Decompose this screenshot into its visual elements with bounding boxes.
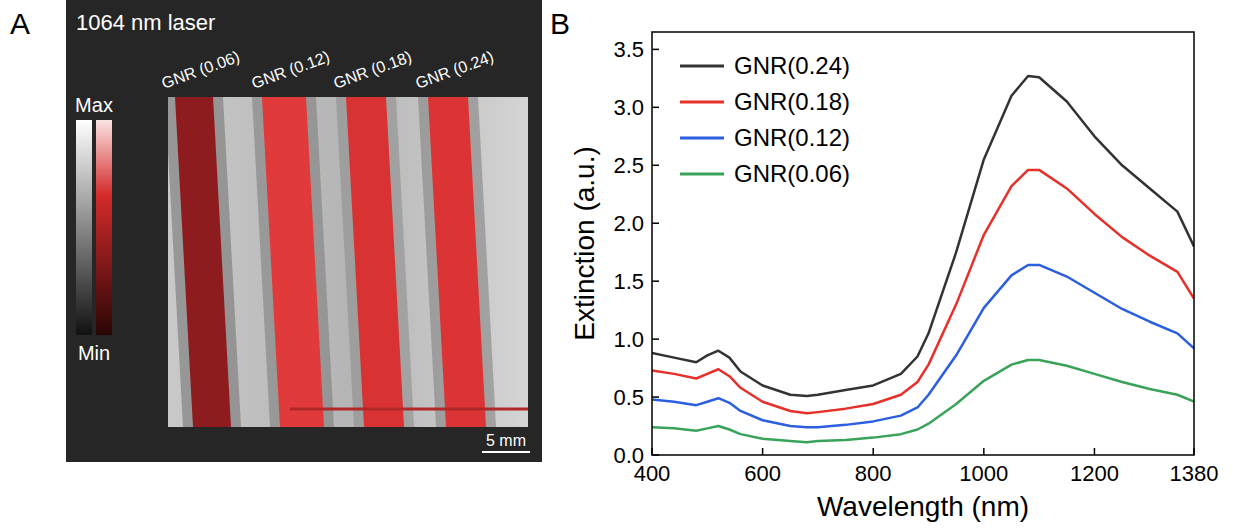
stripe — [346, 97, 404, 427]
stripe — [175, 97, 231, 427]
legend: GNR(0.24) GNR(0.18) GNR(0.12) GNR(0.06) — [680, 52, 850, 187]
legend-label: GNR(0.24) — [734, 52, 850, 79]
colorbar-max: Max — [75, 94, 113, 116]
stripe-label: GNR (0.24) — [413, 48, 496, 92]
stripe-label: GNR (0.12) — [249, 48, 332, 92]
y-tick-label: 2.0 — [613, 211, 644, 236]
y-tick — [652, 165, 659, 167]
y-tick — [652, 396, 659, 398]
panel-a-title: 1064 nm laser — [76, 10, 215, 35]
y-tick — [652, 49, 659, 51]
x-tick — [762, 448, 764, 455]
x-tick-label: 800 — [855, 461, 892, 486]
plot-frame — [652, 32, 1194, 455]
panel-letter: A — [10, 7, 30, 40]
colorbar-red — [96, 120, 112, 335]
series-line — [652, 76, 1194, 396]
legend-swatch — [680, 101, 724, 104]
y-tick — [652, 454, 659, 456]
legend-swatch — [680, 65, 724, 68]
stripe-halo — [252, 97, 334, 427]
stripe-halo — [418, 97, 496, 427]
y-tick-label: 3.0 — [613, 95, 644, 120]
legend-label: GNR(0.06) — [734, 160, 850, 187]
stripe-halo — [168, 97, 241, 427]
series-line — [652, 265, 1194, 427]
x-tick-label: 600 — [744, 461, 781, 486]
x-tick — [1094, 448, 1096, 455]
series-line — [652, 360, 1194, 442]
y-tick — [652, 222, 659, 224]
y-tick — [652, 280, 659, 282]
y-tick-label: 0.5 — [613, 385, 644, 410]
scale-bar-label: 5 mm — [486, 432, 526, 449]
series-line — [652, 170, 1194, 413]
x-tick — [872, 448, 874, 455]
y-tick-label: 0.0 — [613, 443, 644, 468]
figure: 1064 nm laserMaxMinGNR (0.06)GNR (0.12)G… — [0, 0, 1233, 529]
colorbar-min: Min — [78, 342, 110, 364]
y-tick-label: 2.5 — [613, 153, 644, 178]
x-tick-label: 1380 — [1170, 461, 1219, 486]
stripe — [262, 97, 324, 427]
panel-letter: B — [550, 7, 570, 40]
x-axis-title: Wavelength (nm) — [817, 491, 1029, 522]
legend-swatch — [680, 173, 724, 176]
stripe — [428, 97, 486, 427]
y-tick-label: 3.5 — [613, 37, 644, 62]
colorbar-gray — [76, 120, 92, 335]
legend-label: GNR(0.18) — [734, 88, 850, 115]
legend-label: GNR(0.12) — [734, 124, 850, 151]
series-group — [652, 76, 1194, 442]
x-tick-label: 1000 — [959, 461, 1008, 486]
y-tick-label: 1.5 — [613, 269, 644, 294]
y-axis-title: Extinction (a.u.) — [569, 146, 600, 341]
x-tick — [1193, 448, 1195, 455]
image — [168, 97, 528, 427]
stripe-label: GNR (0.06) — [159, 48, 242, 92]
panel-a-background — [66, 0, 542, 462]
y-tick — [652, 107, 659, 109]
panel-b: 4006008001000120013800.00.51.01.52.02.53… — [569, 32, 1218, 522]
y-tick — [652, 338, 659, 340]
legend-swatch — [680, 137, 724, 140]
tube-line — [290, 408, 528, 411]
x-tick — [983, 448, 985, 455]
y-tick-label: 1.0 — [613, 327, 644, 352]
x-tick-label: 1200 — [1070, 461, 1119, 486]
scale-bar — [482, 451, 530, 453]
stripe-label: GNR (0.18) — [331, 48, 414, 92]
x-tick — [651, 448, 653, 455]
stripe-halo — [336, 97, 414, 427]
panel-a: 1064 nm laserMaxMinGNR (0.06)GNR (0.12)G… — [66, 0, 542, 462]
